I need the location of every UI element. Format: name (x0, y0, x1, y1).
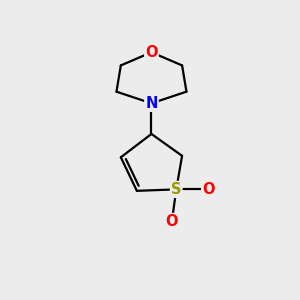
Text: N: N (145, 96, 158, 111)
Text: O: O (145, 45, 158, 60)
Text: O: O (166, 214, 178, 229)
Text: S: S (171, 182, 181, 197)
Text: O: O (202, 182, 214, 197)
